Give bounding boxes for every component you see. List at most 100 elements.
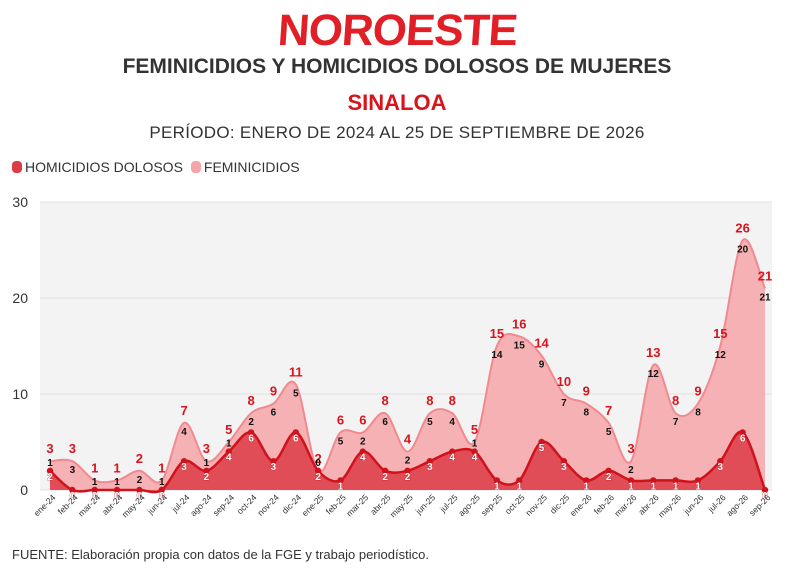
- legend-item-homicidios[interactable]: HOMICIDIOS DOLOSOS: [12, 159, 183, 175]
- x-tick-label: oct-24: [235, 492, 259, 516]
- logo-text: NOROESTE: [275, 6, 519, 55]
- x-tick-label: may-26: [656, 492, 683, 519]
- feminicidios-area: [50, 239, 765, 490]
- homicidios-point: [672, 477, 679, 484]
- legend-label-feminicidios: FEMINICIDIOS: [203, 159, 300, 175]
- total-data-label: 3: [69, 441, 76, 456]
- x-tick-label: ago-25: [456, 492, 482, 518]
- x-tick-label: jun-24: [145, 492, 170, 517]
- legend-item-feminicidios[interactable]: FEMINICIDIOS: [190, 159, 300, 175]
- chart-title: FEMINICIDIOS Y HOMICIDIOS DOLOSOS DE MUJ…: [122, 55, 672, 78]
- homicidios-data-label: 4: [449, 453, 455, 464]
- homicidios-point: [426, 458, 434, 465]
- homicidios-point: [46, 467, 54, 474]
- homicidios-point: [69, 486, 76, 494]
- total-data-label: 15: [490, 326, 504, 341]
- feminicidios-data-label: 1: [472, 439, 478, 450]
- homicidios-data-label: 1: [583, 481, 589, 492]
- y-tick-label: 20: [12, 290, 28, 306]
- feminicidios-data-label: 2: [628, 465, 634, 476]
- total-data-label: 9: [694, 384, 701, 399]
- homicidios-point: [337, 477, 344, 484]
- total-data-label: 7: [605, 403, 612, 418]
- x-tick-label: sep-25: [479, 492, 505, 518]
- homicidios-data-label: 0: [70, 491, 76, 502]
- feminicidios-data-label: 8: [583, 408, 589, 419]
- total-data-label: 8: [426, 393, 433, 408]
- feminicidios-data-label: 20: [737, 244, 749, 255]
- homicidios-data-label: 3: [427, 462, 433, 473]
- homicidios-data-label: 0: [762, 491, 768, 502]
- feminicidios-data-label: 6: [382, 417, 388, 428]
- total-data-label: 13: [646, 345, 660, 360]
- x-tick-label: mar-25: [344, 492, 370, 518]
- homicidios-point: [359, 448, 367, 455]
- total-data-label: 9: [270, 384, 277, 399]
- total-data-label: 11: [289, 364, 303, 379]
- homicidios-point: [739, 429, 746, 436]
- x-tick-label: may-25: [388, 492, 415, 519]
- feminicidios-data-label: 4: [181, 427, 187, 438]
- homicidios-data-label: 1: [338, 481, 344, 492]
- feminicidios-data-label: 4: [449, 417, 455, 428]
- total-data-label: 8: [672, 393, 679, 408]
- homicidios-point: [471, 448, 478, 455]
- feminicidios-data-label: 3: [70, 465, 76, 476]
- homicidios-data-label: 1: [695, 481, 701, 492]
- homicidios-data-label: 2: [606, 472, 612, 483]
- homicidios-point: [650, 477, 657, 484]
- feminicidios-data-label: 9: [539, 360, 545, 371]
- stacked-area-chart: 0102030312ene-24330feb-24110mar-24110abr…: [12, 194, 772, 519]
- legend-swatch-homicidios: [12, 161, 22, 173]
- total-data-label: 7: [180, 403, 187, 418]
- total-data-label: 1: [91, 460, 98, 475]
- total-data-label: 8: [247, 393, 254, 408]
- homicidios-data-label: 1: [673, 481, 679, 492]
- feminicidios-line: [49, 238, 766, 484]
- x-tick-label: jun-25: [413, 492, 438, 517]
- total-data-label: 8: [382, 393, 389, 408]
- homicidios-area: [50, 431, 765, 493]
- homicidios-data-label: 2: [315, 472, 321, 483]
- homicidios-data-label: 4: [226, 453, 232, 464]
- feminicidios-data-label: 5: [606, 427, 612, 438]
- homicidios-point: [270, 458, 277, 465]
- homicidios-point: [113, 486, 121, 494]
- x-tick-label: ene-26: [568, 492, 594, 518]
- x-tick-label: mar-26: [612, 492, 638, 518]
- feminicidios-data-label: 8: [695, 408, 701, 419]
- total-data-label: 3: [627, 441, 634, 456]
- homicidios-point: [314, 467, 322, 474]
- total-data-label: 10: [557, 374, 571, 389]
- feminicidios-data-label: 1: [204, 458, 210, 469]
- total-data-label: 15: [713, 326, 727, 341]
- homicidios-data-label: 1: [651, 481, 657, 492]
- feminicidios-data-label: 1: [114, 477, 120, 488]
- chart-subtitle: SINALOA: [347, 90, 447, 115]
- feminicidios-data-label: 5: [338, 436, 344, 447]
- feminicidios-data-label: 0: [315, 458, 321, 469]
- homicidios-data-label: 2: [47, 472, 53, 483]
- feminicidios-data-label: 6: [271, 408, 277, 419]
- homicidios-data-label: 5: [539, 443, 545, 454]
- homicidios-data-label: 2: [382, 472, 388, 483]
- homicidios-point: [225, 448, 232, 455]
- total-data-label: 1: [113, 460, 120, 475]
- x-tick-label: jun-26: [681, 492, 706, 517]
- x-tick-label: may-24: [120, 492, 147, 519]
- x-tick-label: ago-24: [188, 492, 214, 518]
- x-tick-label: ene-25: [300, 492, 326, 518]
- homicidios-point: [538, 438, 545, 446]
- homicidios-data-label: 6: [740, 433, 746, 444]
- homicidios-data-label: 4: [472, 453, 478, 464]
- total-data-label: 26: [735, 220, 749, 235]
- homicidios-point: [292, 429, 299, 436]
- feminicidios-data-label: 1: [159, 477, 165, 488]
- feminicidios-data-label: 2: [405, 456, 411, 467]
- homicidios-point: [448, 448, 456, 455]
- homicidios-data-label: 0: [137, 491, 143, 502]
- source-note: FUENTE: Elaboración propia con datos de …: [12, 547, 429, 562]
- homicidios-data-label: 1: [494, 481, 500, 492]
- total-data-label: 1: [158, 460, 165, 475]
- legend-swatch-feminicidios: [190, 161, 201, 173]
